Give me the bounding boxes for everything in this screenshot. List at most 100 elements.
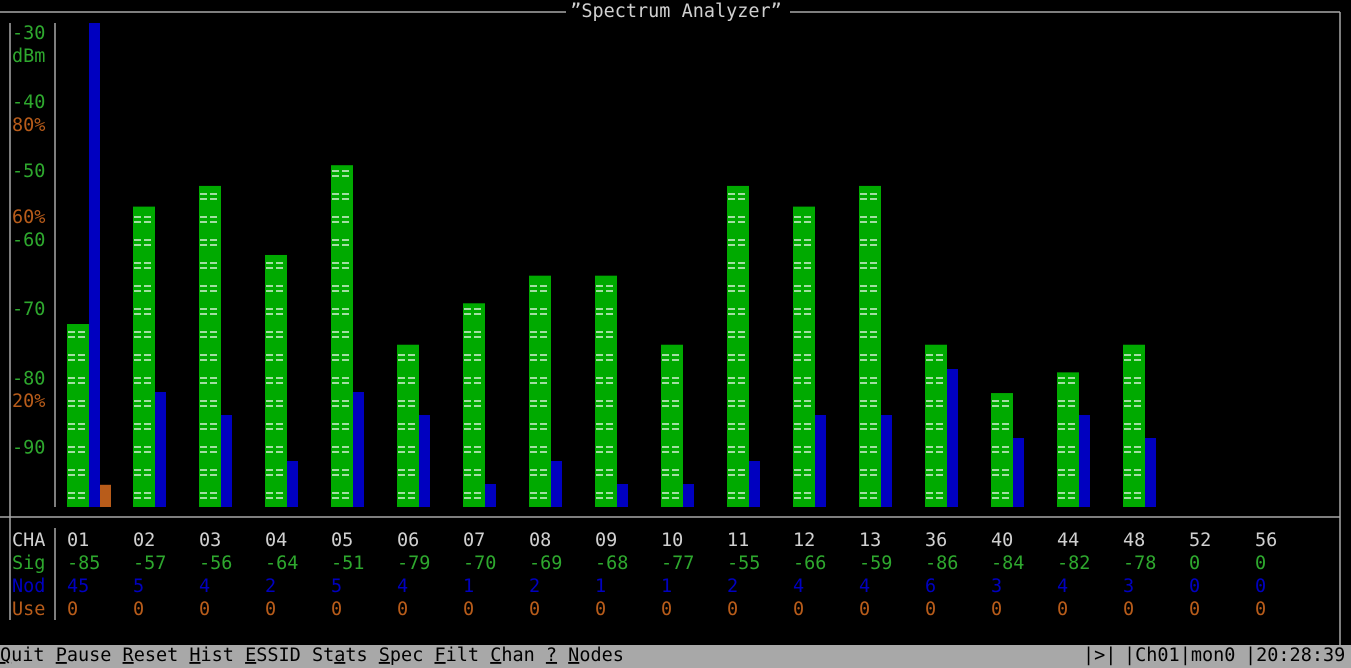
menu-item[interactable]: Spec xyxy=(379,645,424,666)
menu: Quit Pause Reset Hist ESSID Stats Spec F… xyxy=(0,645,624,666)
signal-bar xyxy=(661,344,683,507)
node-bar xyxy=(881,415,892,507)
cell: 2 xyxy=(727,576,738,597)
hotkey: H xyxy=(189,645,200,666)
cell: -66 xyxy=(793,553,826,574)
signal-bar xyxy=(991,393,1013,507)
cell: -82 xyxy=(1057,553,1090,574)
node-bar xyxy=(1145,438,1156,507)
cell: 2 xyxy=(529,576,540,597)
y2-tick-label: 60% xyxy=(12,207,45,228)
cell: -64 xyxy=(265,553,298,574)
cell: 0 xyxy=(1189,553,1200,574)
cell: 08 xyxy=(529,530,551,551)
cell: -69 xyxy=(529,553,562,574)
signal-bar xyxy=(397,344,419,507)
node-bar xyxy=(617,484,628,507)
cell: 0 xyxy=(265,599,276,620)
hotkey: C xyxy=(490,645,501,666)
cell: 0 xyxy=(925,599,936,620)
row-label: CHA xyxy=(12,530,45,551)
node-bar xyxy=(749,461,760,507)
status-item: |Ch01|mon0 xyxy=(1124,645,1235,666)
hotkey: N xyxy=(568,645,579,666)
cell: 0 xyxy=(991,599,1002,620)
menu-item[interactable]: Reset xyxy=(123,645,179,666)
node-bar xyxy=(1013,438,1024,507)
y-tick-label: -70 xyxy=(12,299,45,320)
cell: 2 xyxy=(265,576,276,597)
y-axis-label: dBm xyxy=(12,46,45,67)
node-bar xyxy=(89,23,100,507)
cell: 45 xyxy=(67,576,89,597)
hotkey: a xyxy=(334,645,345,666)
status-item: |>| xyxy=(1083,645,1116,666)
row-label: Use xyxy=(12,599,45,620)
signal-bar xyxy=(859,185,881,507)
cell: -77 xyxy=(661,553,694,574)
cell: 4 xyxy=(1057,576,1068,597)
cell: 0 xyxy=(1255,576,1266,597)
cell: -59 xyxy=(859,553,892,574)
node-bar xyxy=(353,392,364,507)
cell: 0 xyxy=(661,599,672,620)
menu-item[interactable]: Hist xyxy=(189,645,234,666)
signal-bar xyxy=(793,206,815,507)
node-bar xyxy=(947,369,958,507)
hotkey: F xyxy=(434,645,445,666)
window-title: ”Spectrum Analyzer” xyxy=(570,1,782,22)
cell: 0 xyxy=(727,599,738,620)
menu-item[interactable]: Pause xyxy=(56,645,112,666)
cell: -70 xyxy=(463,553,496,574)
cell: 06 xyxy=(397,530,419,551)
cell: 3 xyxy=(991,576,1002,597)
hotkey: E xyxy=(245,645,256,666)
menu-item[interactable]: ? xyxy=(546,645,557,666)
hotkey: R xyxy=(123,645,135,666)
menu-item[interactable]: Nodes xyxy=(568,645,624,666)
cell: 02 xyxy=(133,530,155,551)
cell: 0 xyxy=(529,599,540,620)
cell: 0 xyxy=(1189,576,1200,597)
signal-bar xyxy=(67,324,89,507)
cell: -79 xyxy=(397,553,430,574)
cell: 07 xyxy=(463,530,485,551)
cell: 1 xyxy=(661,576,672,597)
cell: 10 xyxy=(661,530,683,551)
cell: 4 xyxy=(859,576,870,597)
cell: -86 xyxy=(925,553,958,574)
cell: 0 xyxy=(67,599,78,620)
y2-tick-label: 20% xyxy=(12,391,45,412)
cell: 4 xyxy=(793,576,804,597)
cell: -68 xyxy=(595,553,628,574)
cell: 0 xyxy=(1189,599,1200,620)
node-bar xyxy=(485,484,496,507)
cell: 44 xyxy=(1057,530,1079,551)
cell: -78 xyxy=(1123,553,1156,574)
menu-item[interactable]: Stats xyxy=(312,645,368,666)
cell: 12 xyxy=(793,530,815,551)
cell: 0 xyxy=(199,599,210,620)
cell: 0 xyxy=(859,599,870,620)
cell: 03 xyxy=(199,530,221,551)
menu-item[interactable]: Filt xyxy=(434,645,479,666)
signal-bar xyxy=(925,344,947,507)
node-bar xyxy=(551,461,562,507)
usage-bar xyxy=(100,484,111,507)
node-bar xyxy=(155,392,166,507)
cell: 6 xyxy=(925,576,936,597)
menu-item[interactable]: ESSID xyxy=(245,645,301,666)
cell: 0 xyxy=(1255,553,1266,574)
cell: 52 xyxy=(1189,530,1211,551)
menu-item[interactable]: Chan xyxy=(490,645,535,666)
y-tick-label: -50 xyxy=(12,161,45,182)
hotkey: P xyxy=(56,645,67,666)
cell: 3 xyxy=(1123,576,1134,597)
cell: 0 xyxy=(1123,599,1134,620)
row-label: Nod xyxy=(12,576,45,597)
y-tick-label: -40 xyxy=(12,92,45,113)
menu-item[interactable]: Quit xyxy=(0,645,45,666)
row-label: Sig xyxy=(12,553,45,574)
